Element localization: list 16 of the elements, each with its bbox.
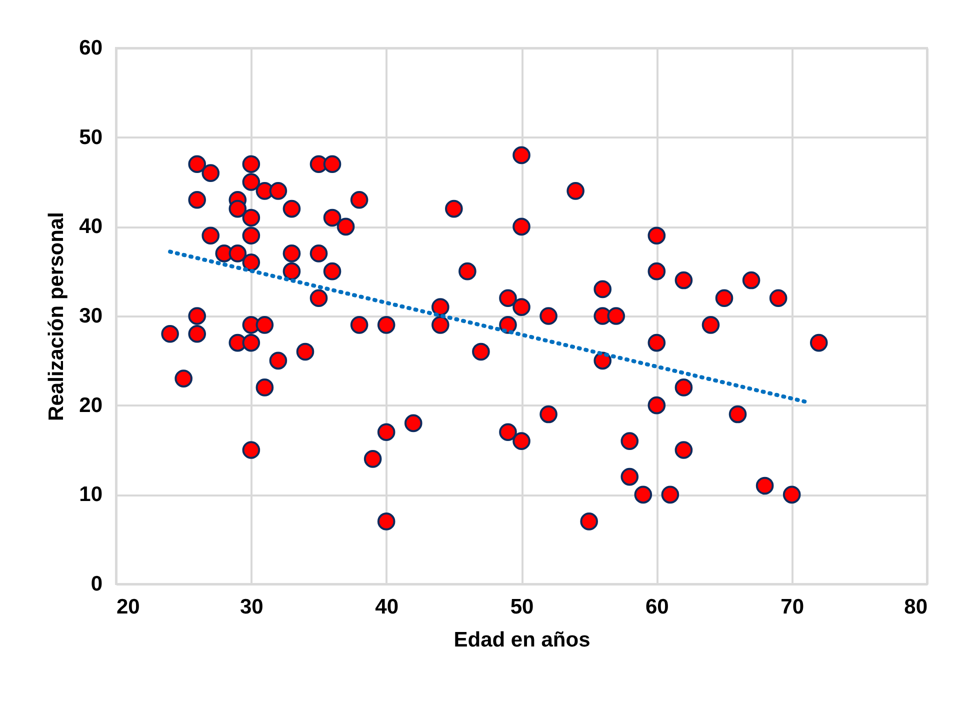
y-tick-label: 50 [79, 126, 102, 149]
x-tick-label: 20 [116, 596, 140, 618]
x-tick-label: 40 [375, 596, 399, 618]
x-tick-label: 70 [780, 596, 804, 618]
y-tick-label: 10 [79, 483, 102, 506]
y-tick-label: 40 [79, 215, 102, 238]
x-tick-label: 30 [240, 596, 264, 618]
y-tick-label: 20 [79, 394, 102, 417]
x-tick-label: 80 [904, 596, 928, 618]
y-tick-label: 60 [79, 36, 102, 60]
x-axis-title: Edad en años [454, 628, 590, 652]
x-tick-label: 60 [645, 596, 669, 618]
y-axis-title: Realización personal [45, 212, 68, 421]
x-tick-label: 50 [510, 596, 534, 618]
y-tick-label: 30 [79, 304, 102, 328]
y-tick-label: 0 [90, 572, 102, 596]
